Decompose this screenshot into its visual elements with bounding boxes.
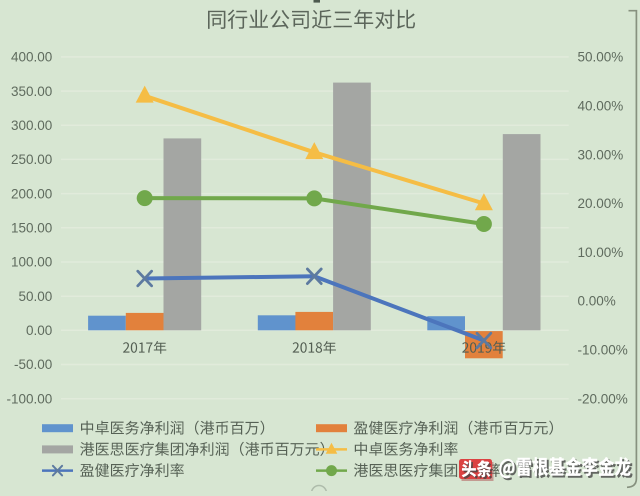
svg-text:350.00: 350.00: [11, 84, 52, 99]
svg-text:-10.00%: -10.00%: [578, 343, 628, 358]
svg-text:-20.00%: -20.00%: [578, 391, 628, 406]
svg-text:20.00%: 20.00%: [578, 196, 624, 211]
svg-text:50.00: 50.00: [19, 289, 53, 304]
svg-text:10.00%: 10.00%: [578, 245, 624, 260]
svg-text:-100.00: -100.00: [7, 391, 53, 406]
svg-text:30.00%: 30.00%: [578, 147, 624, 162]
svg-text:250.00: 250.00: [11, 152, 52, 167]
svg-text:300.00: 300.00: [11, 118, 52, 133]
svg-text:400.00: 400.00: [11, 50, 52, 65]
svg-text:0.00: 0.00: [26, 323, 52, 338]
svg-text:-50.00: -50.00: [14, 357, 52, 372]
svg-text:0.00%: 0.00%: [578, 294, 616, 309]
svg-text:150.00: 150.00: [11, 221, 52, 236]
svg-text:200.00: 200.00: [11, 186, 52, 201]
svg-text:100.00: 100.00: [11, 255, 52, 270]
svg-text:50.00%: 50.00%: [578, 50, 624, 65]
svg-text:40.00%: 40.00%: [578, 98, 624, 113]
